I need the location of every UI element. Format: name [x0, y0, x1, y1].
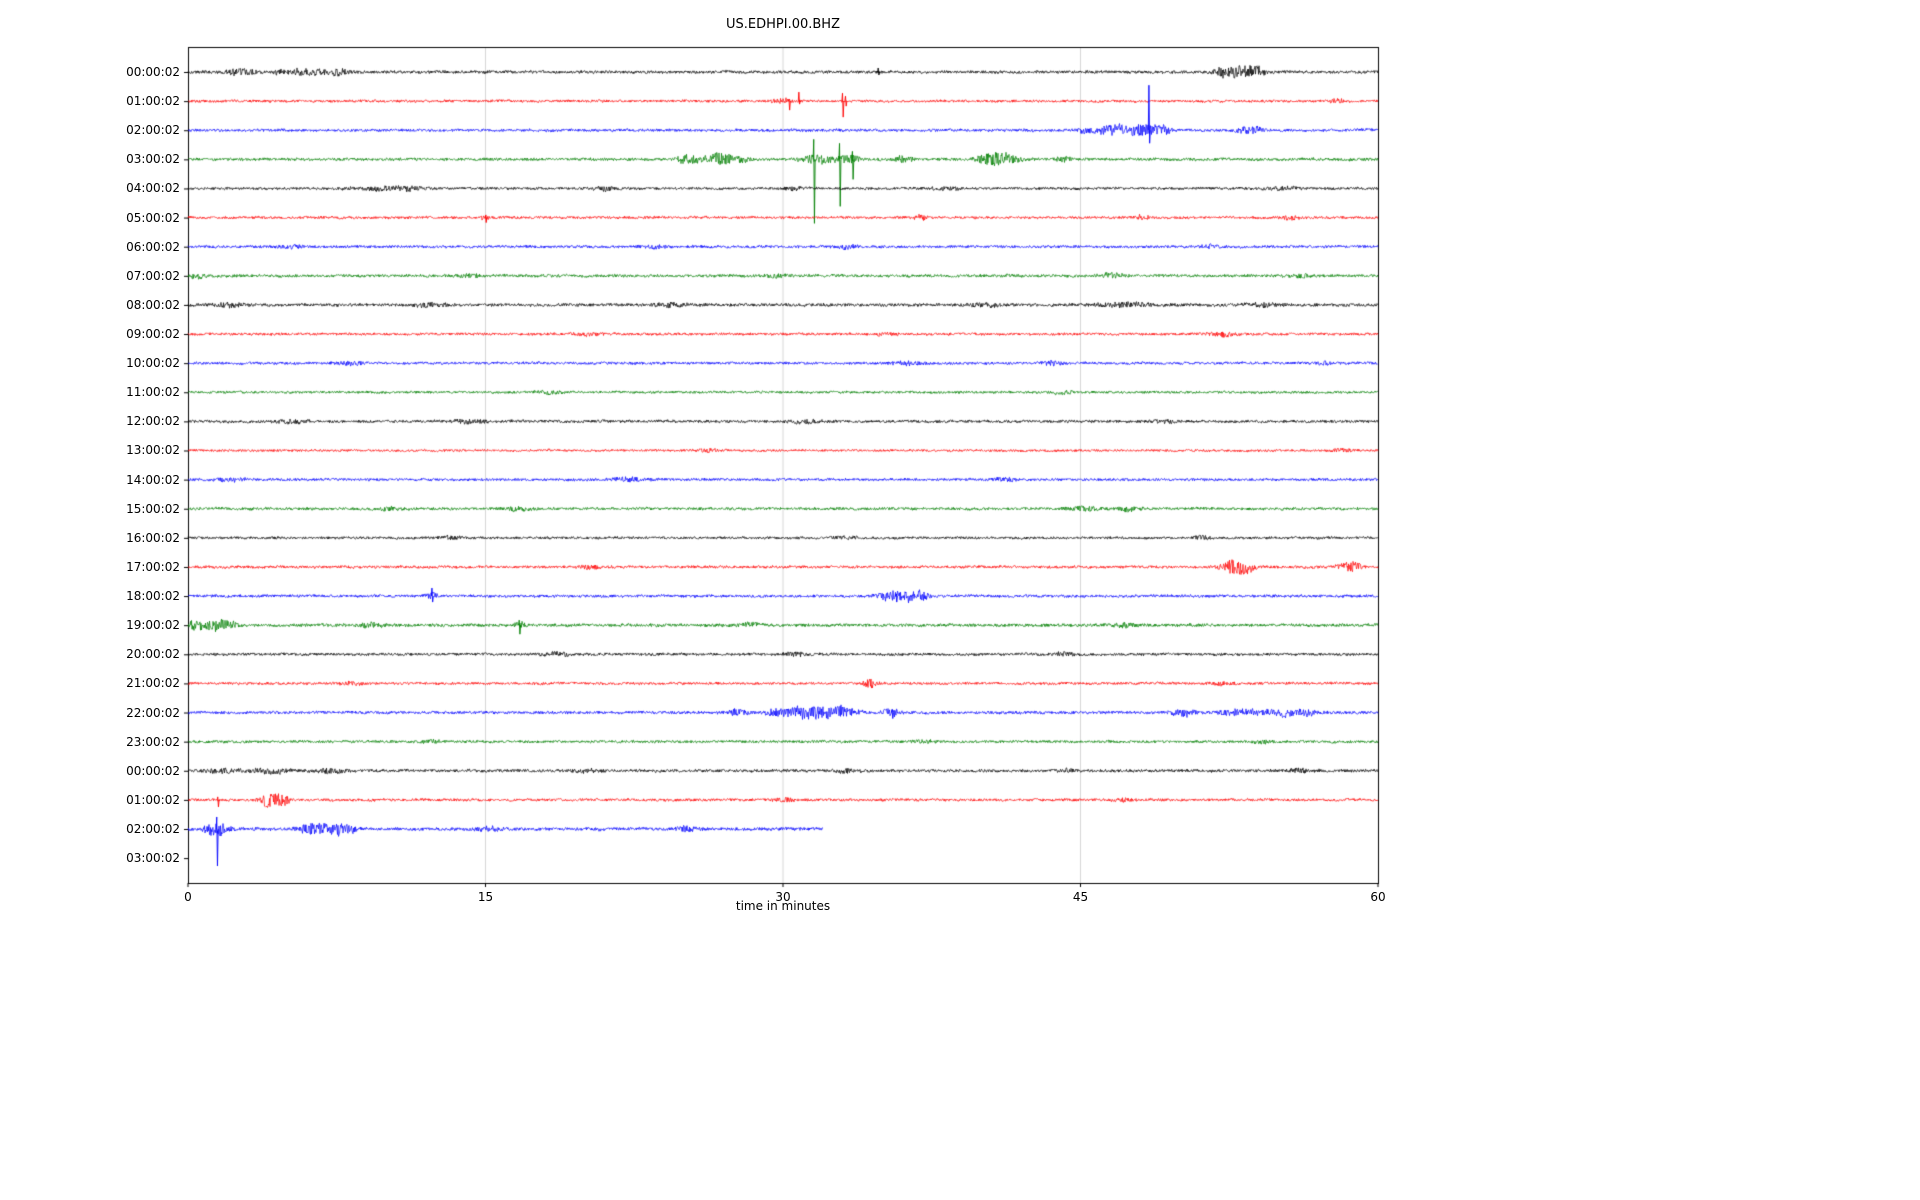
row-label-2: 02:00:02: [126, 123, 180, 138]
x-tick-label-15: 15: [477, 890, 494, 904]
row-label-10: 10:00:02: [126, 356, 180, 371]
row-label-25: 01:00:02: [126, 792, 180, 807]
row-label-7: 07:00:02: [126, 268, 180, 283]
row-label-3: 03:00:02: [126, 152, 180, 167]
x-tick-label-60: 60: [1370, 890, 1386, 904]
x-tick-label-45: 45: [1072, 890, 1089, 904]
row-label-5: 05:00:02: [126, 210, 180, 225]
row-label-17: 17:00:02: [126, 559, 180, 574]
row-label-23: 23:00:02: [126, 734, 180, 749]
chart-title: US.EDHPI.00.BHZ: [726, 17, 840, 32]
row-label-18: 18:00:02: [126, 589, 180, 604]
row-label-8: 08:00:02: [126, 297, 180, 312]
row-label-0: 00:00:02: [126, 65, 180, 79]
row-label-13: 13:00:02: [126, 443, 180, 458]
x-tick-label-0: 0: [184, 890, 192, 904]
row-label-6: 06:00:02: [126, 239, 180, 254]
row-label-16: 16:00:02: [126, 530, 180, 545]
row-label-1: 01:00:02: [126, 94, 180, 109]
row-label-12: 12:00:02: [126, 414, 180, 429]
row-label-24: 00:00:02: [126, 763, 180, 778]
row-label-19: 19:00:02: [126, 618, 180, 633]
row-label-20: 20:00:02: [126, 647, 180, 662]
row-label-9: 09:00:02: [126, 327, 180, 342]
row-label-27: 03:00:02: [126, 851, 180, 866]
row-label-21: 21:00:02: [126, 676, 180, 691]
row-label-4: 04:00:02: [126, 181, 180, 196]
row-label-22: 22:00:02: [126, 705, 180, 720]
row-label-14: 14:00:02: [126, 472, 180, 487]
x-tick-label-30: 30: [775, 890, 791, 904]
row-label-15: 15:00:02: [126, 501, 180, 516]
row-label-11: 11:00:02: [126, 385, 180, 400]
x-axis-label: time in minutes: [735, 899, 831, 913]
row-label-26: 02:00:02: [126, 821, 180, 836]
